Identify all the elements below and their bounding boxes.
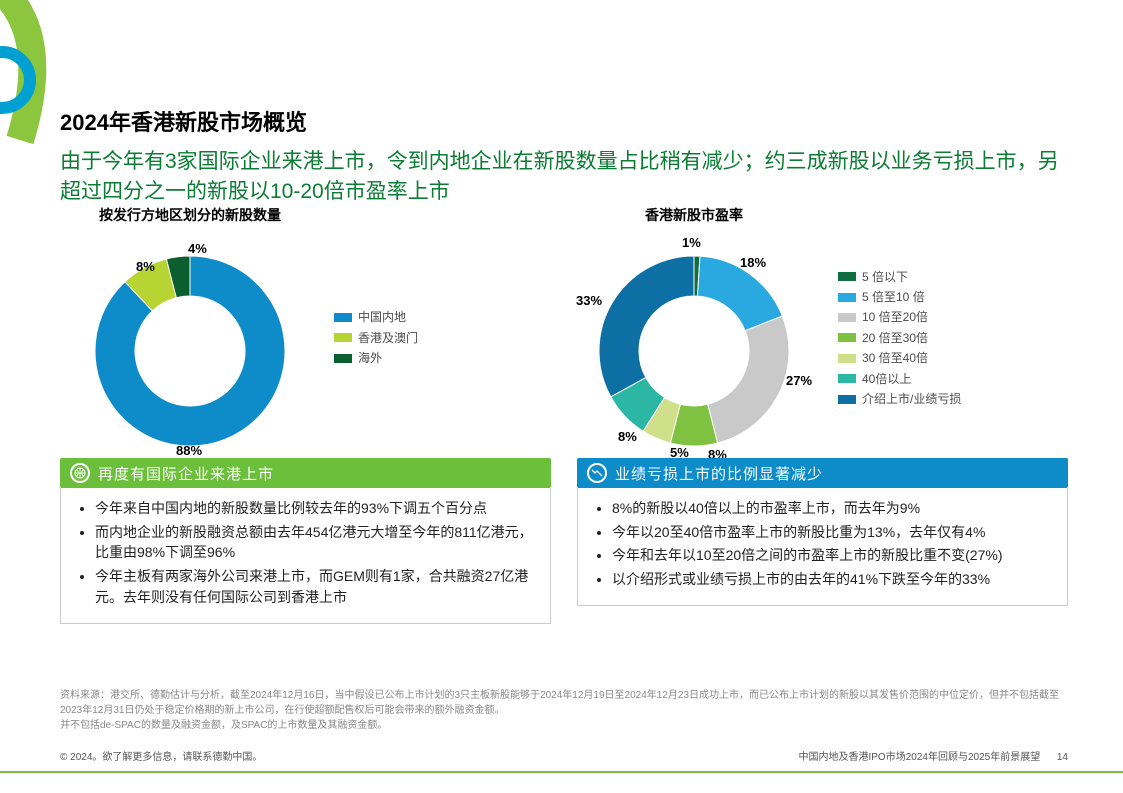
donut-slice-label: 8%	[136, 259, 155, 274]
donut-slice-label: 18%	[740, 255, 766, 270]
page-title: 2024年香港新股市场概览	[60, 105, 1063, 137]
header-block: 2024年香港新股市场概览 由于今年有3家国际企业来港上市，令到内地企业在新股数…	[60, 105, 1063, 208]
globe-icon	[70, 463, 90, 483]
chart-left-legend: 中国内地香港及澳门海外	[334, 307, 418, 368]
legend-item: 中国内地	[334, 307, 418, 327]
legend-swatch	[838, 354, 856, 363]
slide-page: 2024年香港新股市场概览 由于今年有3家国际企业来港上市，令到内地企业在新股数…	[0, 0, 1123, 793]
charts-row: 按发行方地区划分的新股数量 88% 8% 4% 中国内地香港及澳门海外 香港新股市盈…	[60, 205, 1068, 471]
legend-label: 40倍以上	[862, 369, 911, 389]
callout-left-body: 今年来自中国内地的新股数量比例较去年的93%下调五个百分点而内地企业的新股融资总…	[60, 488, 551, 624]
footer-doc-title-and-page: 中国内地及香港IPO市场2024年回顾与2025年前景展望 14	[798, 748, 1068, 763]
chart-left-donut: 88% 8% 4%	[60, 231, 320, 471]
legend-item: 30 倍至40倍	[838, 348, 961, 368]
donut-slice-label: 88%	[176, 443, 202, 458]
chart-right-donut: 1%18%27%8%5%8%33%	[564, 231, 824, 471]
page-number: 14	[1057, 752, 1068, 763]
legend-swatch	[334, 333, 352, 342]
donut-slice-label: 4%	[188, 241, 207, 256]
chart-left-column: 按发行方地区划分的新股数量 88% 8% 4% 中国内地香港及澳门海外	[60, 205, 564, 471]
chart-right-column: 香港新股市盈率 1%18%27%8%5%8%33% 5 倍以下5 倍至10 倍1…	[564, 205, 1068, 471]
page-subtitle: 由于今年有3家国际企业来港上市，令到内地企业在新股数量占比稍有减少；约三成新股以…	[60, 147, 1063, 208]
list-item: 而内地企业的新股融资总额由去年454亿港元大增至今年的811亿港元，比重由98%…	[95, 522, 534, 563]
legend-label: 10 倍至20倍	[862, 307, 928, 327]
footer-copyright: © 2024。欲了解更多信息，请联系德勤中国。	[60, 748, 262, 763]
legend-swatch	[838, 313, 856, 322]
legend-item: 20 倍至30倍	[838, 328, 961, 348]
chart-left-wrap: 按发行方地区划分的新股数量 88% 8% 4%	[60, 205, 320, 471]
legend-item: 40倍以上	[838, 369, 961, 389]
list-item: 今年来自中国内地的新股数量比例较去年的93%下调五个百分点	[95, 498, 534, 519]
legend-item: 介绍上市/业绩亏损	[838, 389, 961, 409]
legend-label: 海外	[358, 348, 382, 368]
legend-label: 中国内地	[358, 307, 406, 327]
legend-item: 5 倍至10 倍	[838, 287, 961, 307]
callout-left: 再度有国际企业来港上市 今年来自中国内地的新股数量比例较去年的93%下调五个百分…	[60, 458, 551, 624]
legend-swatch	[838, 333, 856, 342]
legend-label: 5 倍以下	[862, 267, 908, 287]
footer-source-note: 资料来源：港交所、德勤估计与分析，截至2024年12月16日，当中假设已公布上市…	[60, 688, 1068, 733]
legend-item: 5 倍以下	[838, 267, 961, 287]
callout-left-title: 再度有国际企业来港上市	[98, 463, 274, 484]
chart-right-wrap: 香港新股市盈率 1%18%27%8%5%8%33%	[564, 205, 824, 471]
legend-swatch	[838, 293, 856, 302]
footer-doc-title: 中国内地及香港IPO市场2024年回顾与2025年前景展望	[798, 752, 1040, 763]
footer-bar: © 2024。欲了解更多信息，请联系德勤中国。 中国内地及香港IPO市场2024…	[60, 748, 1068, 763]
legend-label: 介绍上市/业绩亏损	[862, 389, 961, 409]
legend-label: 30 倍至40倍	[862, 348, 928, 368]
legend-swatch	[334, 313, 352, 322]
legend-swatch	[838, 374, 856, 383]
legend-label: 香港及澳门	[358, 328, 418, 348]
legend-item: 海外	[334, 348, 418, 368]
donut-slice-label: 8%	[618, 429, 637, 444]
donut-slice-label: 33%	[576, 293, 602, 308]
legend-swatch	[838, 272, 856, 281]
callout-right-list: 8%的新股以40倍以上的市盈率上市，而去年为9% 今年以20至40倍市盈率上市的新…	[594, 498, 1051, 590]
legend-swatch	[334, 354, 352, 363]
list-item: 今年和去年以10至20倍之间的市盈率上市的新股比重不变(27%)	[612, 545, 1051, 566]
callout-left-head: 再度有国际企业来港上市	[60, 458, 551, 488]
legend-label: 20 倍至30倍	[862, 328, 928, 348]
callout-right-title: 业绩亏损上市的比例显著减少	[615, 463, 823, 484]
legend-item: 10 倍至20倍	[838, 307, 961, 327]
callout-row: 再度有国际企业来港上市 今年来自中国内地的新股数量比例较去年的93%下调五个百分…	[60, 458, 1068, 624]
chart-right-title: 香港新股市盈率	[564, 205, 824, 225]
trend-down-icon	[587, 463, 607, 483]
list-item: 今年以20至40倍市盈率上市的新股比重为13%，去年仅有4%	[612, 522, 1051, 543]
callout-right: 业绩亏损上市的比例显著减少 8%的新股以40倍以上的市盈率上市，而去年为9% 今年…	[577, 458, 1068, 624]
callout-right-head: 业绩亏损上市的比例显著减少	[577, 458, 1068, 488]
list-item: 今年主板有两家海外公司来港上市，而GEM则有1家，合共融资27亿港元。去年则没有…	[95, 566, 534, 607]
footer-green-rule	[0, 771, 1123, 773]
callout-left-list: 今年来自中国内地的新股数量比例较去年的93%下调五个百分点而内地企业的新股融资总…	[77, 498, 534, 608]
donut-slice-label: 1%	[682, 235, 701, 250]
donut-slice-label: 27%	[786, 373, 812, 388]
legend-swatch	[838, 395, 856, 404]
list-item: 8%的新股以40倍以上的市盈率上市，而去年为9%	[612, 498, 1051, 519]
legend-label: 5 倍至10 倍	[862, 287, 925, 307]
callout-right-body: 8%的新股以40倍以上的市盈率上市，而去年为9% 今年以20至40倍市盈率上市的新…	[577, 488, 1068, 606]
chart-right-legend: 5 倍以下5 倍至10 倍10 倍至20倍20 倍至30倍30 倍至40倍40倍…	[838, 267, 961, 410]
chart-left-title: 按发行方地区划分的新股数量	[60, 205, 320, 225]
list-item: 以介绍形式或业绩亏损上市的由去年的41%下跌至今年的33%	[612, 569, 1051, 590]
legend-item: 香港及澳门	[334, 328, 418, 348]
